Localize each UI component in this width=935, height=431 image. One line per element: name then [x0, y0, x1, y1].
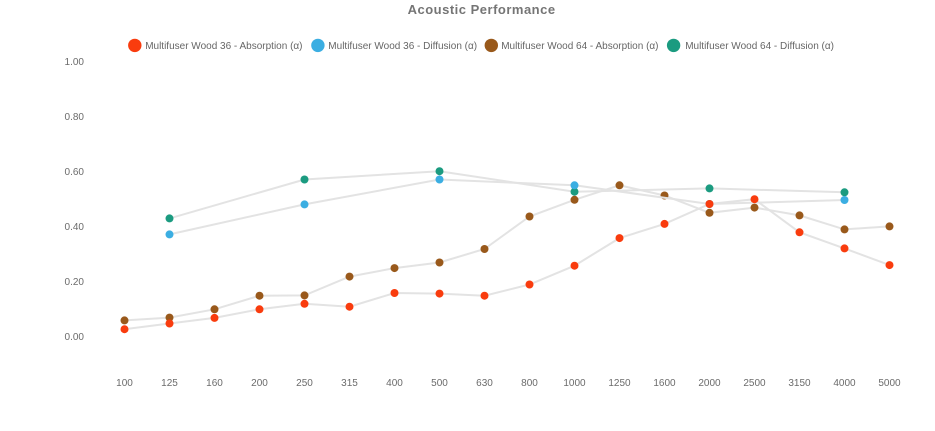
svg-text:0.00: 0.00 — [65, 332, 85, 343]
svg-text:315: 315 — [341, 378, 358, 389]
svg-text:800: 800 — [521, 378, 538, 389]
svg-text:0.80: 0.80 — [65, 112, 85, 123]
svg-text:Multifuser Wood 36 - Absorptio: Multifuser Wood 36 - Absorption (α) — [145, 41, 302, 52]
svg-text:160: 160 — [206, 378, 223, 389]
svg-text:Multifuser Wood 64 - Absorptio: Multifuser Wood 64 - Absorption (α) — [501, 41, 658, 52]
svg-text:Acoustic Performance: Acoustic Performance — [408, 2, 556, 17]
svg-text:1250: 1250 — [608, 378, 631, 389]
svg-text:0.20: 0.20 — [65, 277, 85, 288]
svg-text:2000: 2000 — [698, 378, 721, 389]
svg-text:3150: 3150 — [788, 378, 811, 389]
svg-text:4000: 4000 — [833, 378, 856, 389]
svg-text:125: 125 — [161, 378, 178, 389]
svg-text:1.00: 1.00 — [65, 57, 85, 68]
svg-text:500: 500 — [431, 378, 448, 389]
svg-text:Multifuser Wood 36 - Diffusion: Multifuser Wood 36 - Diffusion (α) — [328, 41, 477, 52]
svg-text:5000: 5000 — [878, 378, 901, 389]
svg-text:1600: 1600 — [653, 378, 676, 389]
svg-text:250: 250 — [296, 378, 313, 389]
svg-text:0.60: 0.60 — [65, 167, 85, 178]
svg-text:200: 200 — [251, 378, 268, 389]
svg-text:0.40: 0.40 — [65, 222, 85, 233]
svg-text:2500: 2500 — [743, 378, 766, 389]
svg-text:100: 100 — [116, 378, 133, 389]
svg-text:630: 630 — [476, 378, 493, 389]
svg-text:Multifuser Wood 64 - Diffusion: Multifuser Wood 64 - Diffusion (α) — [685, 41, 834, 52]
svg-text:400: 400 — [386, 378, 403, 389]
svg-text:1000: 1000 — [563, 378, 586, 389]
